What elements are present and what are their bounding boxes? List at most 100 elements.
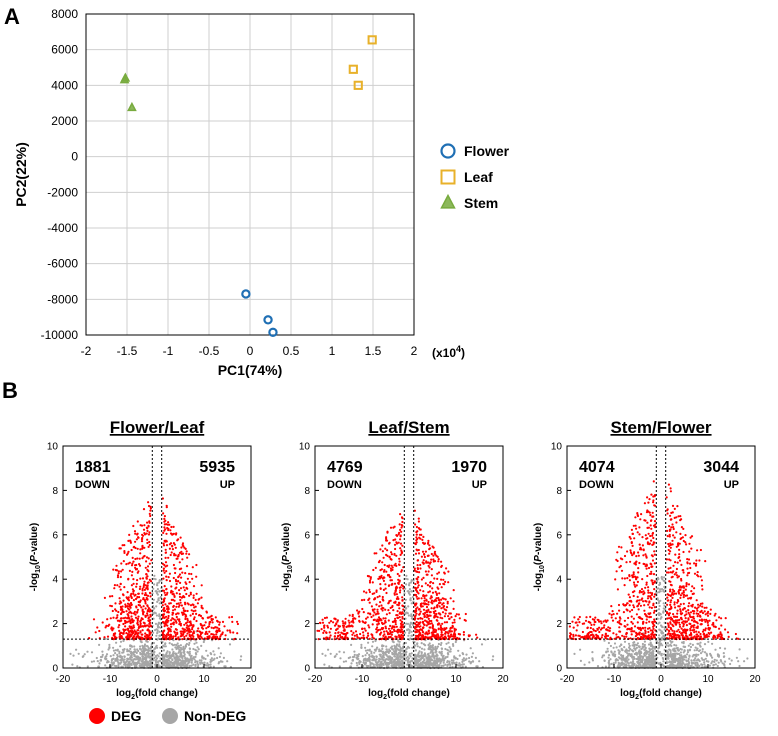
non-deg-point [661, 644, 664, 647]
non-deg-point [389, 661, 392, 664]
non-deg-point [375, 664, 378, 667]
non-deg-point [222, 656, 225, 660]
non-deg-point [662, 589, 665, 592]
deg-point [221, 620, 225, 624]
deg-point [397, 578, 400, 581]
non-deg-point [658, 652, 661, 655]
non-deg-point [101, 650, 104, 653]
deg-point [133, 637, 136, 641]
deg-point [191, 612, 194, 616]
deg-point [128, 604, 131, 608]
non-deg-point [673, 653, 677, 656]
deg-point [185, 634, 188, 637]
deg-point [359, 632, 362, 636]
deg-point [168, 523, 171, 526]
deg-point [165, 575, 168, 578]
non-deg-point [434, 649, 437, 652]
non-deg-point [657, 622, 660, 625]
deg-point [171, 548, 174, 551]
deg-point [181, 638, 184, 641]
non-deg-point [137, 656, 140, 659]
data-point-leaf [367, 35, 377, 45]
deg-point [204, 637, 207, 640]
non-deg-point [591, 657, 594, 660]
deg-point [186, 556, 189, 559]
non-deg-point [700, 663, 703, 666]
deg-point [189, 591, 192, 594]
non-deg-point [637, 660, 640, 664]
deg-point [432, 546, 435, 549]
deg-point [172, 563, 175, 567]
non-deg-point [401, 647, 404, 650]
non-deg-point [714, 663, 718, 666]
deg-point [437, 623, 440, 626]
non-deg-point [381, 655, 385, 658]
deg-point [382, 634, 385, 638]
non-deg-point [156, 661, 160, 664]
non-deg-point [746, 657, 749, 660]
y-tick-label: 2 [304, 619, 310, 630]
non-deg-point [667, 656, 670, 660]
non-deg-point [143, 664, 146, 667]
deg-point [364, 621, 367, 625]
deg-point [384, 619, 387, 623]
non-deg-point [671, 665, 674, 668]
non-deg-point [90, 660, 93, 663]
deg-point [453, 629, 456, 633]
deg-point [648, 606, 651, 609]
non-deg-point [212, 650, 215, 653]
non-deg-point [129, 658, 132, 661]
non-deg-point [379, 665, 382, 669]
non-deg-point [168, 642, 171, 645]
deg-point [373, 552, 376, 555]
deg-point [422, 559, 425, 562]
deg-point [430, 622, 433, 625]
non-deg-point [421, 656, 424, 660]
deg-point [179, 587, 183, 590]
non-deg-point [658, 642, 662, 645]
non-deg-point [98, 643, 101, 647]
deg-point [400, 552, 403, 555]
non-deg-point [603, 639, 606, 642]
deg-point [164, 622, 167, 625]
deg-point [342, 622, 345, 625]
deg-point [427, 539, 430, 543]
non-deg-point [123, 648, 126, 651]
deg-point [431, 591, 435, 594]
deg-point [399, 538, 402, 541]
non-deg-point [657, 612, 661, 615]
non-deg-point [395, 664, 398, 667]
deg-point [387, 627, 391, 630]
deg-point [384, 587, 387, 590]
data-point-flower [263, 315, 273, 325]
deg-point [392, 609, 395, 612]
non-deg-point [404, 641, 407, 645]
non-deg-point [368, 648, 371, 651]
non-deg-point [698, 649, 702, 652]
non-deg-point [719, 659, 722, 662]
deg-point [189, 604, 193, 607]
deg-point [178, 589, 181, 592]
deg-point [399, 542, 403, 545]
deg-point [142, 598, 145, 601]
non-deg-point [99, 659, 102, 662]
non-deg-point [735, 656, 739, 659]
deg-point [422, 562, 425, 565]
non-deg-point [115, 641, 118, 644]
deg-point [192, 594, 195, 597]
deg-point [130, 592, 133, 596]
non-deg-point [327, 648, 330, 651]
non-deg-point [662, 602, 665, 605]
x-tick-label: 1 [329, 344, 336, 358]
deg-point [138, 563, 141, 566]
deg-point [205, 610, 208, 613]
deg-point [416, 606, 419, 609]
deg-point [178, 568, 181, 571]
deg-point [167, 614, 170, 618]
non-deg-point [169, 655, 173, 658]
non-deg-point [190, 664, 193, 667]
non-deg-point [438, 664, 441, 667]
deg-point [117, 626, 120, 629]
deg-point [148, 591, 152, 595]
deg-point [164, 603, 167, 606]
